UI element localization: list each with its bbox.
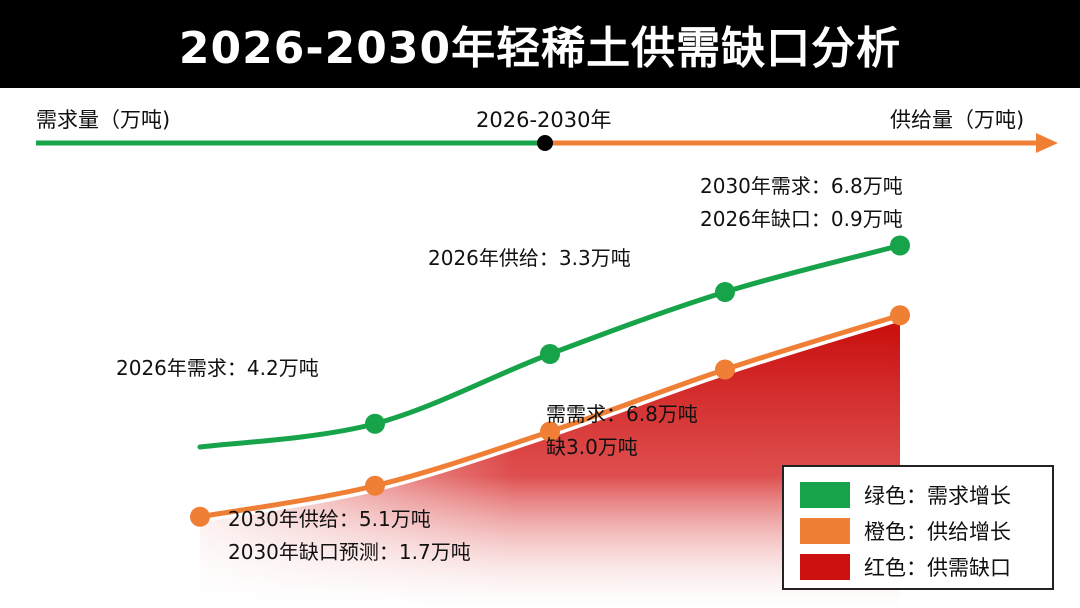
legend-item-gap: 红色：供需缺口 [800, 549, 1052, 585]
legend-item-supply: 橙色：供给增长 [800, 513, 1052, 549]
chart-title: 2026-2030年轻稀土供需缺口分析 [0, 0, 1080, 88]
annotation-2030-demand: 2030年需求：6.8万吨 2026年缺口：0.9万吨 [700, 170, 903, 236]
annotation-2030-gap-forecast-line2: 2030年缺口预测：1.7万吨 [228, 540, 471, 564]
demand-point-2028 [540, 344, 560, 364]
legend-swatch-red [800, 554, 850, 580]
annotation-2030-supply-line1: 2030年供给：5.1万吨 [228, 507, 431, 531]
annotation-2030-supply: 2030年供给：5.1万吨 2030年缺口预测：1.7万吨 [228, 503, 471, 569]
supply-point-2030 [890, 305, 910, 326]
supply-point-2026 [190, 506, 210, 527]
legend-label-gap: 红色：供需缺口 [864, 556, 1011, 580]
legend-label-demand: 绿色：需求增长 [864, 484, 1011, 508]
period-axis-label: 2026-2030年 [476, 108, 612, 132]
supply-axis-label: 供给量（万吨) [890, 108, 1025, 132]
demand-point-2027 [365, 413, 385, 434]
legend-swatch-orange [800, 518, 850, 544]
supply-point-2027 [365, 475, 385, 496]
annotation-mid-gap: 需需求：6.8万吨 缺3.0万吨 [546, 398, 698, 464]
supply-point-2029 [715, 359, 735, 380]
demand-point-2030 [890, 235, 910, 256]
demand-point-2029 [715, 282, 735, 302]
legend-label-supply: 橙色：供给增长 [864, 520, 1011, 544]
annotation-2030-demand-line1: 2030年需求：6.8万吨 [700, 174, 903, 198]
annotation-mid-gap-line2: 缺3.0万吨 [546, 435, 638, 459]
legend: 绿色：需求增长 橙色：供给增长 红色：供需缺口 [782, 465, 1054, 590]
annotation-2026-demand: 2026年需求：4.2万吨 [116, 356, 319, 380]
annotation-mid-gap-line1: 需需求：6.8万吨 [546, 402, 698, 426]
legend-swatch-green [800, 482, 850, 508]
timeline-center-dot [537, 135, 553, 151]
timeline-arrow-head [1036, 133, 1058, 153]
gap-area-fade [200, 315, 900, 608]
demand-axis-label: 需求量（万吨) [36, 108, 171, 132]
legend-item-demand: 绿色：需求增长 [800, 477, 1052, 513]
annotation-2026-supply: 2026年供给：3.3万吨 [428, 246, 631, 270]
supply-point-2028 [540, 421, 560, 442]
annotation-2026-gap-line2: 2026年缺口：0.9万吨 [700, 207, 903, 231]
